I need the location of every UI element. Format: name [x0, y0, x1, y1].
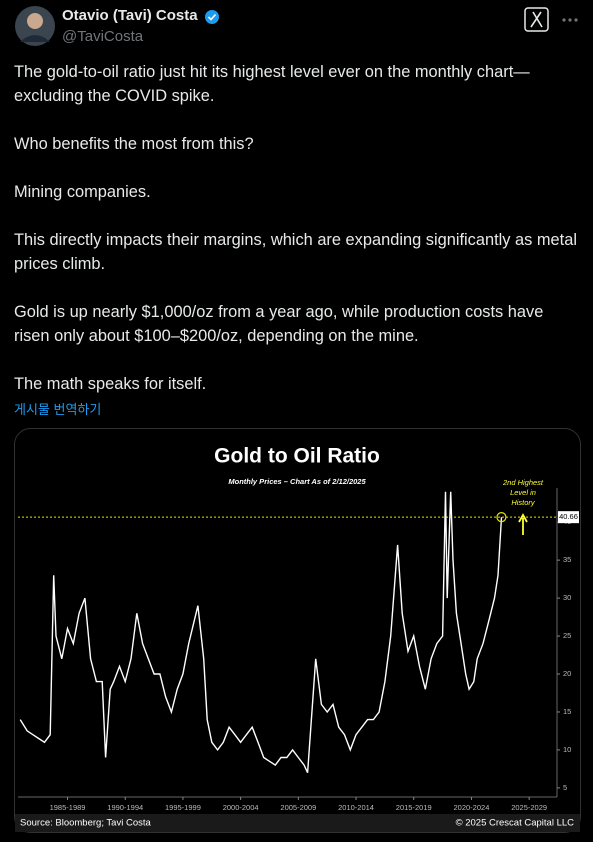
paragraph: This directly impacts their margins, whi… — [14, 231, 577, 273]
y-tick-label: 5 — [563, 783, 567, 792]
annotation: 2nd Highest — [502, 478, 544, 487]
paragraph: The math speaks for itself. — [14, 375, 207, 393]
paragraph: The gold-to-oil ratio just hit its highe… — [14, 63, 530, 105]
y-tick-label: 35 — [563, 555, 571, 564]
annotation: Level in — [510, 488, 536, 497]
y-tick-label: 15 — [563, 707, 571, 716]
x-tick-label: 1985-1989 — [50, 803, 86, 812]
x-tick-label: 2005-2009 — [280, 803, 316, 812]
footer-strip — [15, 814, 580, 832]
tweet-text: The gold-to-oil ratio just hit its highe… — [14, 60, 582, 420]
paragraph: Mining companies. — [14, 183, 151, 201]
copyright: © 2025 Crescat Capital LLC — [456, 818, 575, 829]
data-line — [19, 491, 503, 773]
more-button[interactable] — [562, 18, 578, 22]
media-frame[interactable] — [14, 428, 581, 833]
x-tick-label: 2010-2014 — [338, 803, 374, 812]
source: Source: Bloomberg; Tavi Costa — [20, 818, 151, 829]
last-point — [496, 512, 507, 523]
translate-link[interactable]: 게시물 번역하기 — [14, 402, 102, 417]
paragraph: Who benefits the most from this? — [14, 135, 254, 153]
y-tick-label: 25 — [563, 631, 571, 640]
value-label: 40.66 — [559, 512, 578, 521]
x-tick-label: 2000-2004 — [223, 803, 259, 812]
y-tick-label: 20 — [563, 669, 571, 678]
x-tick-label: 1990-1994 — [107, 803, 143, 812]
annotation: History — [511, 498, 536, 507]
x-tick-label: 2015-2019 — [396, 803, 432, 812]
user-handle[interactable]: @TaviCosta — [62, 28, 144, 45]
y-tick-label: 40 — [563, 517, 571, 526]
user-name[interactable]: Otavio (Tavi) Costa — [62, 7, 198, 24]
x-tick-label: 1995-1999 — [165, 803, 201, 812]
verified-badge — [205, 10, 219, 24]
chart-subtitle: Monthly Prices – Chart As of 2/12/2025 — [228, 477, 366, 486]
value-box — [558, 511, 579, 524]
x-tick-label: 2025-2029 — [511, 803, 547, 812]
annotation-arrow — [518, 513, 528, 535]
paragraph: Gold is up nearly $1,000/oz from a year … — [14, 303, 544, 345]
grok-button[interactable] — [524, 7, 549, 32]
y-tick-label: 10 — [563, 745, 571, 754]
header-icons — [15, 6, 578, 46]
chart-title: Gold to Oil Ratio — [214, 445, 380, 468]
x-tick-label: 2020-2024 — [454, 803, 490, 812]
y-tick-label: 30 — [563, 593, 571, 602]
